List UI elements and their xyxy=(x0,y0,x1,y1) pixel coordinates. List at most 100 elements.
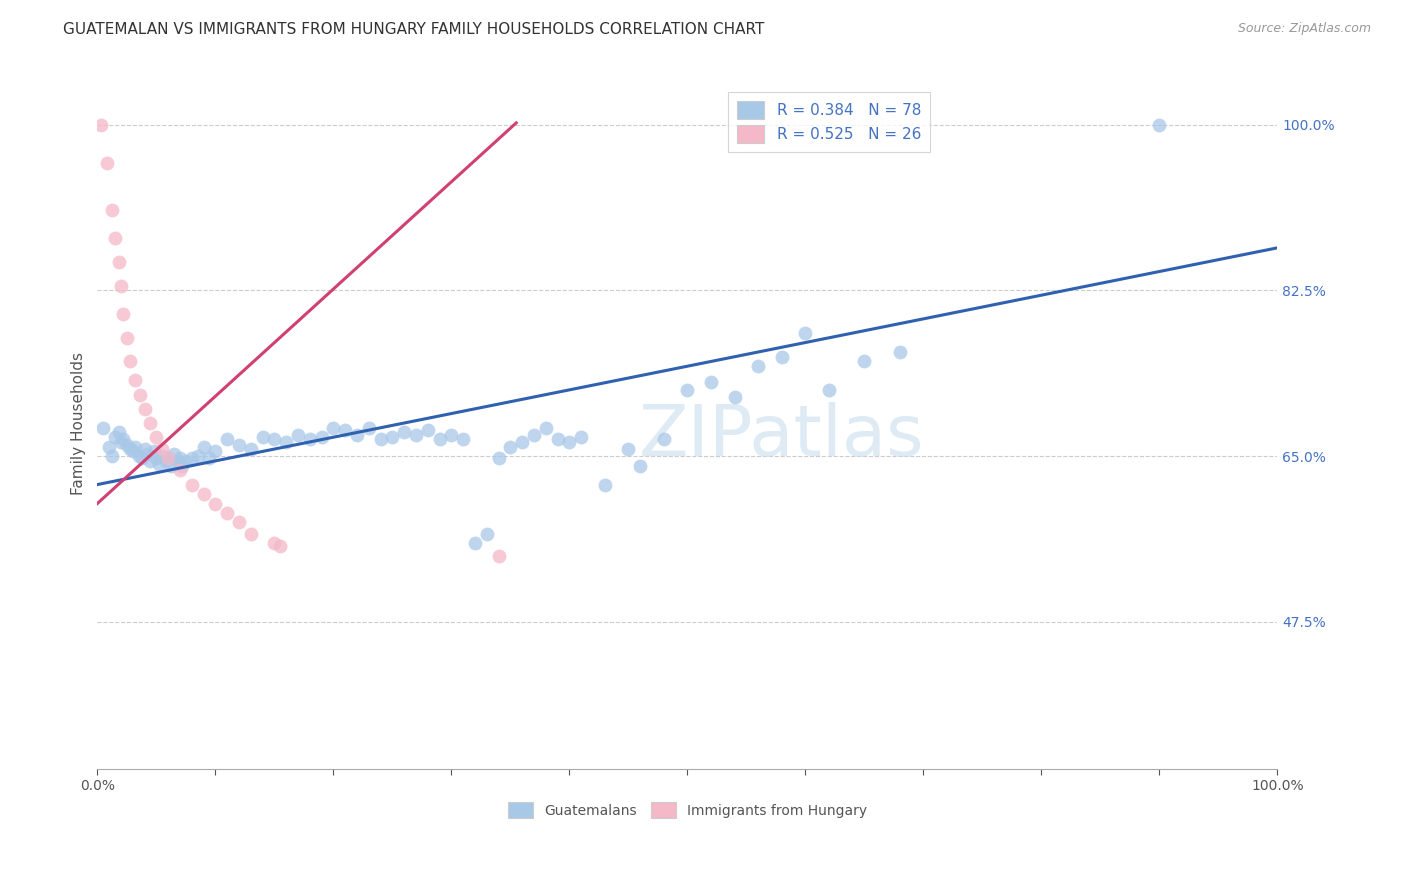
Point xyxy=(333,423,356,437)
Point xyxy=(429,432,451,446)
Point xyxy=(150,449,173,463)
Point xyxy=(187,449,209,463)
Point xyxy=(464,536,486,550)
Point xyxy=(510,434,533,449)
Point xyxy=(100,449,122,463)
Point xyxy=(252,430,274,444)
Point xyxy=(381,430,404,444)
Point xyxy=(124,440,146,454)
Point xyxy=(143,444,166,458)
Point xyxy=(150,442,173,456)
Point xyxy=(676,383,699,397)
Point xyxy=(174,454,197,468)
Point xyxy=(128,449,150,463)
Point xyxy=(617,442,640,456)
Point xyxy=(145,430,167,444)
Point xyxy=(104,231,127,245)
Point xyxy=(128,387,150,401)
Point xyxy=(134,442,156,456)
Point xyxy=(370,432,392,446)
Point xyxy=(139,416,162,430)
Point xyxy=(107,425,129,440)
Point xyxy=(818,383,841,397)
Point xyxy=(794,326,817,340)
Point xyxy=(120,354,142,368)
Point xyxy=(107,255,129,269)
Point xyxy=(276,434,298,449)
Point xyxy=(558,434,581,449)
Point xyxy=(287,428,309,442)
Point xyxy=(180,477,202,491)
Point xyxy=(269,539,291,553)
Point xyxy=(193,440,215,454)
Point xyxy=(115,438,138,452)
Point xyxy=(217,506,239,520)
Point xyxy=(228,516,250,530)
Point xyxy=(298,432,321,446)
Point xyxy=(1149,118,1171,132)
Point xyxy=(547,432,569,446)
Point xyxy=(392,425,415,440)
Point xyxy=(157,451,180,466)
Point xyxy=(91,421,114,435)
Point xyxy=(134,401,156,416)
Point xyxy=(311,430,333,444)
Point xyxy=(135,447,157,461)
Point xyxy=(166,454,188,468)
Point xyxy=(148,457,170,471)
Point xyxy=(139,454,162,468)
Point xyxy=(204,444,226,458)
Point xyxy=(440,428,463,442)
Point xyxy=(110,278,132,293)
Point xyxy=(416,423,439,437)
Point xyxy=(90,118,112,132)
Y-axis label: Family Households: Family Households xyxy=(72,351,86,494)
Point xyxy=(98,440,121,454)
Point xyxy=(115,331,138,345)
Point xyxy=(110,434,132,449)
Point xyxy=(157,451,180,466)
Point xyxy=(96,155,118,169)
Point xyxy=(124,373,146,387)
Point xyxy=(180,451,202,466)
Point xyxy=(628,458,651,473)
Text: Source: ZipAtlas.com: Source: ZipAtlas.com xyxy=(1237,22,1371,36)
Text: ZIPatlas: ZIPatlas xyxy=(638,402,925,471)
Point xyxy=(169,451,191,466)
Point xyxy=(131,451,153,466)
Text: GUATEMALAN VS IMMIGRANTS FROM HUNGARY FAMILY HOUSEHOLDS CORRELATION CHART: GUATEMALAN VS IMMIGRANTS FROM HUNGARY FA… xyxy=(63,22,765,37)
Point xyxy=(198,451,221,466)
Point xyxy=(169,463,191,477)
Point xyxy=(159,458,181,473)
Point xyxy=(451,432,474,446)
Point xyxy=(112,307,135,321)
Point xyxy=(104,430,127,444)
Point xyxy=(569,430,592,444)
Point xyxy=(172,458,194,473)
Point xyxy=(523,428,546,442)
Point xyxy=(228,438,250,452)
Point xyxy=(120,442,142,456)
Point xyxy=(593,477,616,491)
Point xyxy=(770,350,793,364)
Point xyxy=(652,432,675,446)
Point xyxy=(193,487,215,501)
Point xyxy=(239,526,262,541)
Point xyxy=(889,345,911,359)
Point xyxy=(405,428,427,442)
Point xyxy=(263,432,285,446)
Point xyxy=(475,526,498,541)
Point xyxy=(346,428,368,442)
Point xyxy=(357,421,380,435)
Point xyxy=(488,549,510,563)
Point xyxy=(145,451,167,466)
Point xyxy=(747,359,769,374)
Point xyxy=(112,432,135,446)
Point xyxy=(499,440,522,454)
Legend: Guatemalans, Immigrants from Hungary: Guatemalans, Immigrants from Hungary xyxy=(502,797,872,824)
Point xyxy=(100,202,122,217)
Point xyxy=(723,391,745,405)
Point xyxy=(263,536,285,550)
Point xyxy=(217,432,239,446)
Point xyxy=(700,376,723,390)
